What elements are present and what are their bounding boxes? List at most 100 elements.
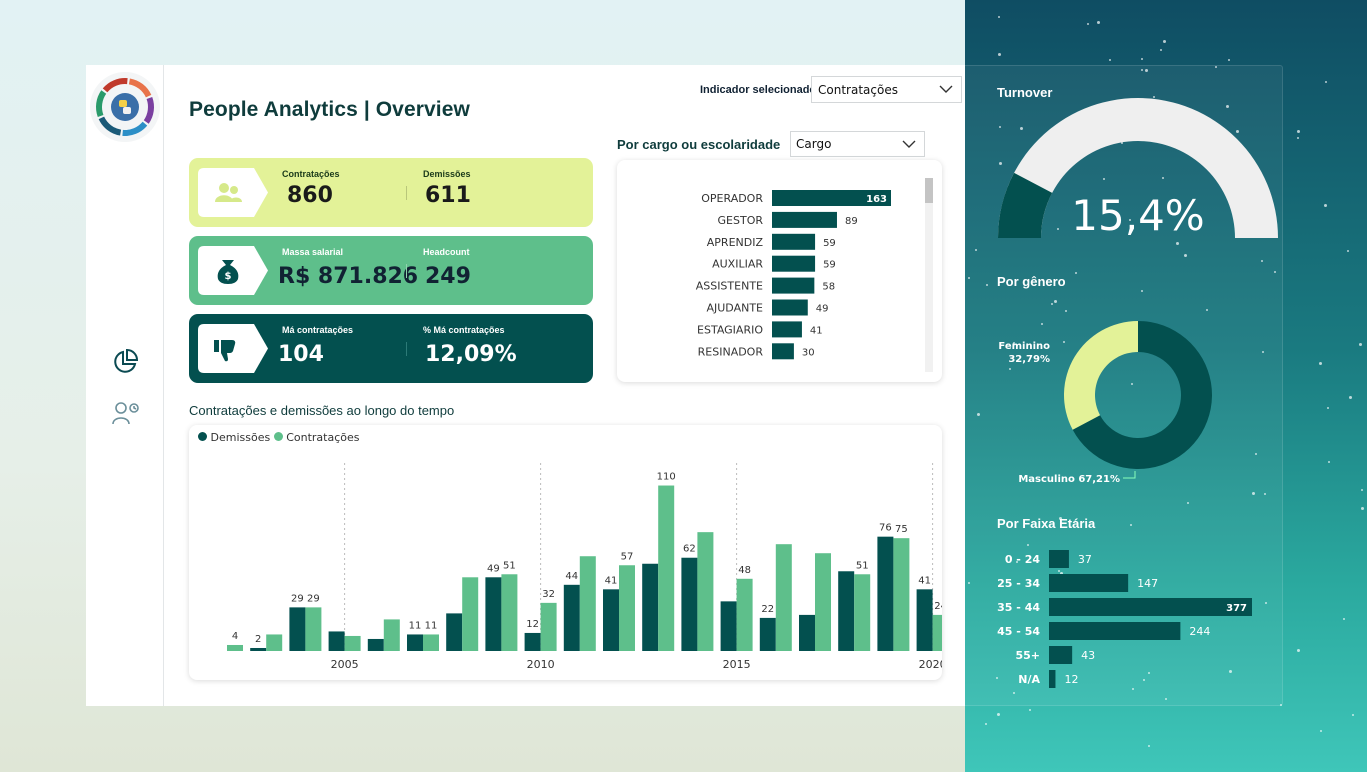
contratacoes-bar[interactable] [383,619,400,651]
contratacoes-bar[interactable] [658,485,675,651]
faixa-category-label: 25 - 34 [997,577,1040,590]
contratacoes-bar[interactable] [736,578,753,651]
contratacoes-bar[interactable] [579,556,596,651]
star-decoration [1058,569,1061,572]
contratacoes-bar[interactable] [344,635,361,651]
star-decoration [967,277,970,280]
money-bag-icon: $ [217,260,239,284]
star-decoration [1059,572,1063,576]
contratacoes-bar[interactable] [501,574,518,651]
star-decoration [1040,322,1043,325]
timeline-bar-chart: 2005201020152020422929111149511232444157… [227,463,942,671]
cargo-category-label: ESTAGIARIO [697,323,763,336]
demissoes-bar[interactable] [603,589,619,651]
cargo-value-label: 163 [866,194,887,205]
cargo-bar[interactable] [772,277,815,294]
cargo-bar[interactable] [772,299,808,316]
demissoes-bar[interactable] [407,634,423,651]
cargo-bar-chart: OPERADOR 163 GESTOR 89 APRENDIZ 59 AUXILIAR 59 A… [696,178,933,372]
cargo-scrollbar-thumb[interactable] [925,178,933,203]
star-decoration [968,582,971,585]
gauge-track [998,98,1278,238]
star-decoration [1129,524,1132,527]
contratacoes-bar[interactable] [815,553,831,651]
page-title: People Analytics | Overview [189,98,470,121]
contratacoes-bar[interactable] [697,532,714,651]
contratacoes-bar[interactable] [305,607,322,651]
demissoes-bar[interactable] [524,632,541,651]
faixa-bar[interactable] [1049,670,1056,688]
demissoes-bar[interactable] [799,614,815,651]
demissoes-bar[interactable] [485,577,502,651]
cargo-value-label: 59 [823,260,836,271]
cargo-chart-panel: OPERADOR 163 GESTOR 89 APRENDIZ 59 AUXILIAR 59 A… [617,160,942,382]
pie-chart-icon[interactable] [111,348,139,380]
demissoes-bar[interactable] [289,607,306,651]
cargo-bar[interactable] [772,211,837,228]
demissoes-bar[interactable] [642,563,659,651]
star-decoration [1108,59,1111,62]
faixa-bar[interactable] [1049,622,1181,640]
demissoes-bar[interactable] [838,571,855,651]
faixa-bar[interactable] [1049,550,1069,568]
star-decoration [1103,178,1105,181]
cargo-bar[interactable] [772,255,816,272]
timeline-data-label: 11 [425,620,438,631]
demissoes-bar[interactable] [367,638,384,651]
demissoes-label: Demissões [423,169,471,179]
demissoes-bar[interactable] [720,601,737,651]
donut-slice-masculino[interactable] [1072,321,1212,469]
star-decoration [1318,362,1322,366]
star-decoration [1075,271,1078,274]
timeline-data-label: 62 [683,544,696,555]
demissoes-bar[interactable] [563,584,580,651]
contratacoes-bar[interactable] [932,614,942,651]
cargo-bar[interactable] [772,343,794,360]
year-tick-label: 2005 [331,658,359,671]
demissoes-bar[interactable] [916,589,933,651]
star-decoration [1131,688,1134,691]
demissoes-bar[interactable] [446,613,463,651]
cargo-bar[interactable] [772,321,802,338]
card-separator [406,342,407,356]
timeline-data-label: 44 [565,571,578,582]
star-decoration [1261,351,1264,354]
star-decoration [1343,618,1346,621]
star-decoration [1325,80,1328,83]
turnover-gauge: 15,4% [998,98,1278,240]
contratacoes-bar[interactable] [227,644,243,651]
faixa-bar[interactable] [1049,598,1252,616]
contratacoes-bar[interactable] [893,538,910,651]
contratacoes-value: 860 [287,183,333,208]
cargo-bar[interactable] [772,190,891,206]
contratacoes-bar[interactable] [423,634,439,651]
contratacoes-bar[interactable] [266,634,283,651]
cargo-scrollbar-track[interactable] [925,178,933,372]
contratacoes-bar[interactable] [775,544,792,651]
demissoes-bar[interactable] [759,617,776,651]
faixa-bar[interactable] [1049,646,1073,664]
donut-slice-feminino[interactable] [1064,321,1138,430]
demissoes-bar[interactable] [328,631,345,651]
star-decoration [1059,517,1063,521]
timeline-data-label: 48 [738,565,751,576]
star-decoration [1265,602,1268,605]
demissoes-bar[interactable] [250,647,267,651]
demissoes-bar[interactable] [681,557,698,651]
demissoes-value: 611 [425,183,471,208]
demissoes-bar[interactable] [877,536,894,651]
indicator-dropdown[interactable]: Contratações [811,76,962,103]
contratacoes-bar[interactable] [619,565,635,651]
contratacoes-bar[interactable] [462,577,479,651]
contratacoes-bar[interactable] [540,602,557,651]
contratacoes-bar[interactable] [854,574,871,651]
cargo-filter-label: Por cargo ou escolaridade [617,137,781,152]
timeline-data-label: 76 [879,523,892,534]
user-clock-icon[interactable] [111,400,141,430]
star-decoration [1013,692,1016,695]
cargo-bar[interactable] [772,233,816,250]
faixa-bar[interactable] [1049,574,1129,592]
faixa-category-label: 35 - 44 [997,601,1040,614]
cargo-dropdown[interactable]: Cargo [790,131,925,157]
ma-value: 104 [278,342,324,367]
